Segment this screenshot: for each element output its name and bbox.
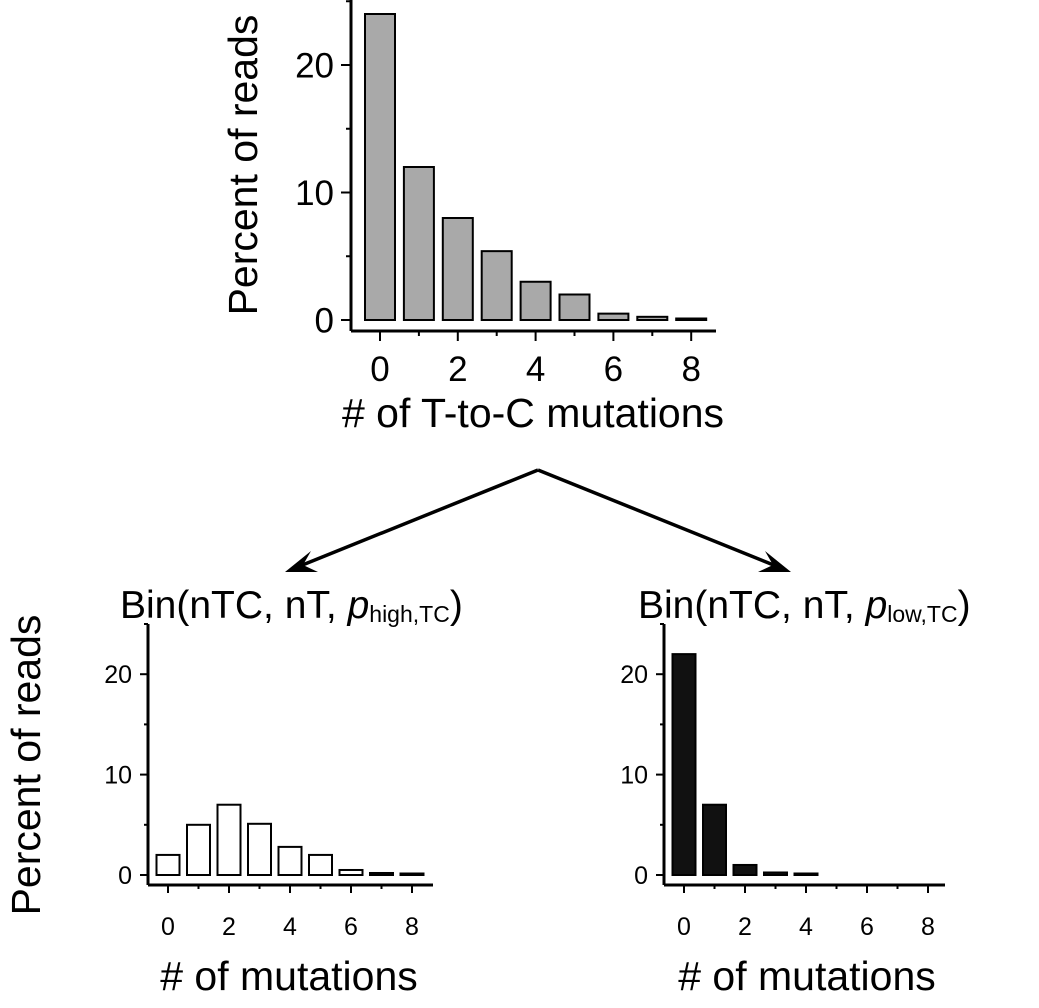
bar-3 [247,822,272,877]
bottom-right-bars [671,653,819,877]
bar-1 [186,823,211,876]
bottom-left-y-axis-label: Percent of reads [3,615,49,916]
bottom-left-x-axis-label: # of mutations [160,953,418,999]
y-tick-label-10: 10 [295,174,334,213]
x-tick-label-2: 2 [222,913,236,941]
bottom-left-x-ticks: 0 2 4 6 8 [161,885,419,941]
y-tick-label-0: 0 [118,862,132,890]
x-tick-label-4: 4 [283,913,297,941]
x-tick-label-4: 4 [526,350,545,389]
y-tick-label-20: 20 [104,661,132,689]
bar-4 [519,280,552,321]
panel-top: 0 10 20 0 2 4 6 8 Percent of reads # of T-to-C… [220,0,724,436]
x-tick-label-0: 0 [161,913,175,941]
top-y-ticks: 0 10 20 [295,0,351,341]
bar-7 [369,871,394,877]
arrow-left-head [285,551,318,572]
bar-3 [763,871,788,876]
bottom-right-y-ticks: 0 10 20 [620,623,664,890]
bar-6 [338,868,364,876]
bottom-left-bars [155,803,425,877]
x-tick-label-8: 8 [405,913,419,941]
y-tick-label-20: 20 [295,47,334,86]
bar-7 [636,315,669,321]
top-bars [364,13,708,321]
y-tick-label-20: 20 [620,661,648,689]
y-tick-label-10: 10 [104,762,132,790]
arrow-right-head [758,551,791,572]
bottom-right-x-axis-label: # of mutations [678,953,936,999]
bar-2 [441,217,474,321]
x-tick-label-8: 8 [681,350,700,389]
arrow-left-line [299,468,539,568]
x-tick-label-4: 4 [799,913,813,941]
bar-8 [675,317,708,321]
y-tick-label-0: 0 [634,862,648,890]
bar-0 [364,13,396,321]
x-tick-label-0: 0 [370,350,389,389]
bar-0 [155,853,181,876]
bar-5 [308,853,333,876]
panel-bottom-right: Bin(nTC, nT, plow,TC) 0 10 20 0 2 4 6 8 # of m… [620,584,970,999]
split-arrows [285,468,791,572]
x-tick-label-8: 8 [921,913,935,941]
arrow-right-line [537,468,777,568]
bar-6 [597,312,630,321]
bar-2 [732,863,758,877]
bar-4 [277,845,303,876]
y-tick-label-0: 0 [315,302,334,341]
bar-1 [702,803,727,876]
bar-5 [558,293,591,321]
top-y-axis-label: Percent of reads [220,15,266,316]
bar-0 [671,653,697,876]
x-tick-label-6: 6 [344,913,358,941]
bar-1 [402,166,435,321]
y-tick-label-10: 10 [620,762,648,790]
top-x-ticks: 0 2 4 6 8 [370,331,701,389]
bottom-left-title: Bin(nTC, nT, phigh,TC) [120,584,463,627]
x-tick-label-2: 2 [738,913,752,941]
bottom-left-y-ticks: 0 10 20 [104,623,148,890]
bar-3 [480,250,513,321]
x-tick-label-6: 6 [860,913,874,941]
bottom-right-x-ticks: 0 2 4 6 8 [677,885,935,941]
top-x-axis-label: # of T-to-C mutations [342,390,724,436]
x-tick-label-0: 0 [677,913,691,941]
x-tick-label-6: 6 [604,350,623,389]
x-tick-label-2: 2 [448,350,467,389]
bar-2 [216,803,242,876]
bar-4 [793,872,819,877]
bottom-right-title: Bin(nTC, nT, plow,TC) [638,584,971,627]
panel-bottom-left: Bin(nTC, nT, phigh,TC) 0 10 20 0 2 4 6 8 Perce… [3,584,463,999]
bar-8 [399,872,425,876]
